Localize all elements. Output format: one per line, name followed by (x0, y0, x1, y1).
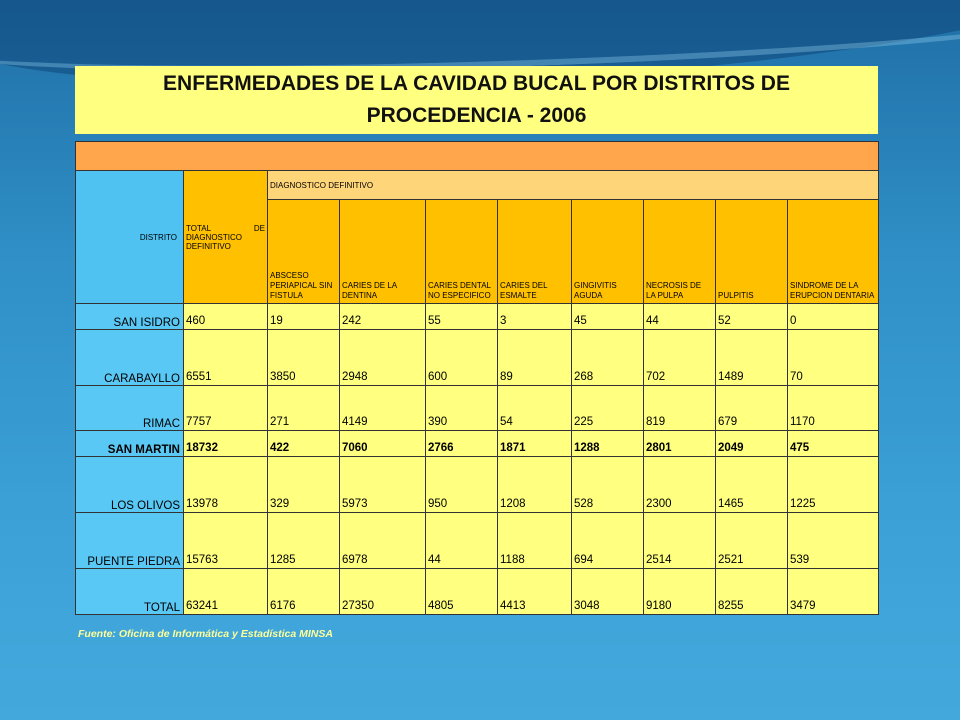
value-cell: 3479 (787, 568, 879, 615)
value-cell: 9180 (643, 568, 716, 615)
header-col-gingivitis: GINGIVITIS AGUDA (571, 199, 644, 304)
value-cell: 600 (425, 329, 498, 386)
value-cell: 44 (425, 512, 498, 569)
value-cell: 528 (571, 456, 644, 513)
value-cell: 7757 (183, 385, 268, 431)
value-cell: 13978 (183, 456, 268, 513)
value-cell: 6176 (267, 568, 340, 615)
distrito-cell: TOTAL (75, 568, 184, 615)
header-band (75, 141, 879, 171)
value-cell: 460 (183, 303, 268, 330)
value-cell: 5973 (339, 456, 426, 513)
value-cell: 55 (425, 303, 498, 330)
value-cell: 6978 (339, 512, 426, 569)
page-title: ENFERMEDADES DE LA CAVIDAD BUCAL POR DIS… (163, 72, 790, 127)
disease-table: DISTRITO TOTAL DE DIAGNOSTICO DEFINITIVO… (75, 141, 879, 615)
value-cell: 2948 (339, 329, 426, 386)
header-col-sindrome: SINDROME DE LA ERUPCION DENTARIA (787, 199, 879, 304)
value-cell: 1288 (571, 430, 644, 457)
value-cell: 1489 (715, 329, 788, 386)
value-cell: 18732 (183, 430, 268, 457)
value-cell: 8255 (715, 568, 788, 615)
value-cell: 2514 (643, 512, 716, 569)
header-col-absceso: ABSCESO PERIAPICAL SIN FISTULA (267, 199, 340, 304)
header-col-caries-dentina: CARIES DE LA DENTINA (339, 199, 426, 304)
distrito-cell: RIMAC (75, 385, 184, 431)
header-band-cell (75, 141, 879, 171)
header-col-necrosis: NECROSIS DE LA PULPA (643, 199, 716, 304)
value-cell: 3850 (267, 329, 340, 386)
value-cell: 6551 (183, 329, 268, 386)
value-cell: 2766 (425, 430, 498, 457)
header-col-caries-dental: CARIES DENTAL NO ESPECIFICO (425, 199, 498, 304)
value-cell: 2300 (643, 456, 716, 513)
table-row: CARABAYLLO 6551 3850 2948 600 89 268 702 1489 70 (75, 329, 879, 386)
value-cell: 390 (425, 385, 498, 431)
value-cell: 54 (497, 385, 572, 431)
table-row: LOS OLIVOS 13978 329 5973 950 1208 528 2300 1465… (75, 456, 879, 513)
value-cell: 89 (497, 329, 572, 386)
value-cell: 1465 (715, 456, 788, 513)
value-cell: 1170 (787, 385, 879, 431)
distrito-cell: LOS OLIVOS (75, 456, 184, 513)
title-box: ENFERMEDADES DE LA CAVIDAD BUCAL POR DIS… (75, 66, 878, 134)
value-cell: 1285 (267, 512, 340, 569)
value-cell: 15763 (183, 512, 268, 569)
value-cell: 27350 (339, 568, 426, 615)
header-col-pulpitis: PULPITIS (715, 199, 788, 304)
value-cell: 268 (571, 329, 644, 386)
value-cell: 4805 (425, 568, 498, 615)
value-cell: 2801 (643, 430, 716, 457)
table-row: RIMAC 7757 271 4149 390 54 225 819 679 1170 (75, 385, 879, 431)
value-cell: 45 (571, 303, 644, 330)
value-cell: 819 (643, 385, 716, 431)
table-row: PUENTE PIEDRA 15763 1285 6978 44 1188 694 2514 2… (75, 512, 879, 569)
distrito-cell: SAN MARTIN (75, 430, 184, 457)
value-cell: 329 (267, 456, 340, 513)
value-cell: 422 (267, 430, 340, 457)
header-col-caries-esmalte: CARIES DEL ESMALTE (497, 199, 572, 304)
value-cell: 475 (787, 430, 879, 457)
table-row: TOTAL 63241 6176 27350 4805 4413 3048 9180 8255 3… (75, 568, 879, 615)
value-cell: 0 (787, 303, 879, 330)
table-row: SAN ISIDRO 460 19 242 55 3 45 44 52 0 (75, 303, 879, 330)
value-cell: 52 (715, 303, 788, 330)
value-cell: 4413 (497, 568, 572, 615)
value-cell: 1225 (787, 456, 879, 513)
distrito-cell: SAN ISIDRO (75, 303, 184, 330)
value-cell: 44 (643, 303, 716, 330)
value-cell: 1188 (497, 512, 572, 569)
value-cell: 950 (425, 456, 498, 513)
distrito-cell: CARABAYLLO (75, 329, 184, 386)
value-cell: 3048 (571, 568, 644, 615)
value-cell: 70 (787, 329, 879, 386)
value-cell: 4149 (339, 385, 426, 431)
value-cell: 19 (267, 303, 340, 330)
value-cell: 3 (497, 303, 572, 330)
value-cell: 63241 (183, 568, 268, 615)
header-total: TOTAL DE DIAGNOSTICO DEFINITIVO (183, 170, 268, 304)
source-note: Fuente: Oficina de Informática y Estadís… (78, 628, 333, 640)
value-cell: 271 (267, 385, 340, 431)
value-cell: 242 (339, 303, 426, 330)
value-cell: 702 (643, 329, 716, 386)
value-cell: 7060 (339, 430, 426, 457)
value-cell: 225 (571, 385, 644, 431)
value-cell: 2049 (715, 430, 788, 457)
header-diagnostico: DIAGNOSTICO DEFINITIVO (267, 170, 879, 200)
value-cell: 1871 (497, 430, 572, 457)
distrito-cell: PUENTE PIEDRA (75, 512, 184, 569)
value-cell: 694 (571, 512, 644, 569)
header-distrito: DISTRITO (75, 170, 184, 304)
value-cell: 679 (715, 385, 788, 431)
value-cell: 2521 (715, 512, 788, 569)
table-row: SAN MARTIN 18732 422 7060 2766 1871 1288 2801 20… (75, 430, 879, 457)
value-cell: 539 (787, 512, 879, 569)
value-cell: 1208 (497, 456, 572, 513)
